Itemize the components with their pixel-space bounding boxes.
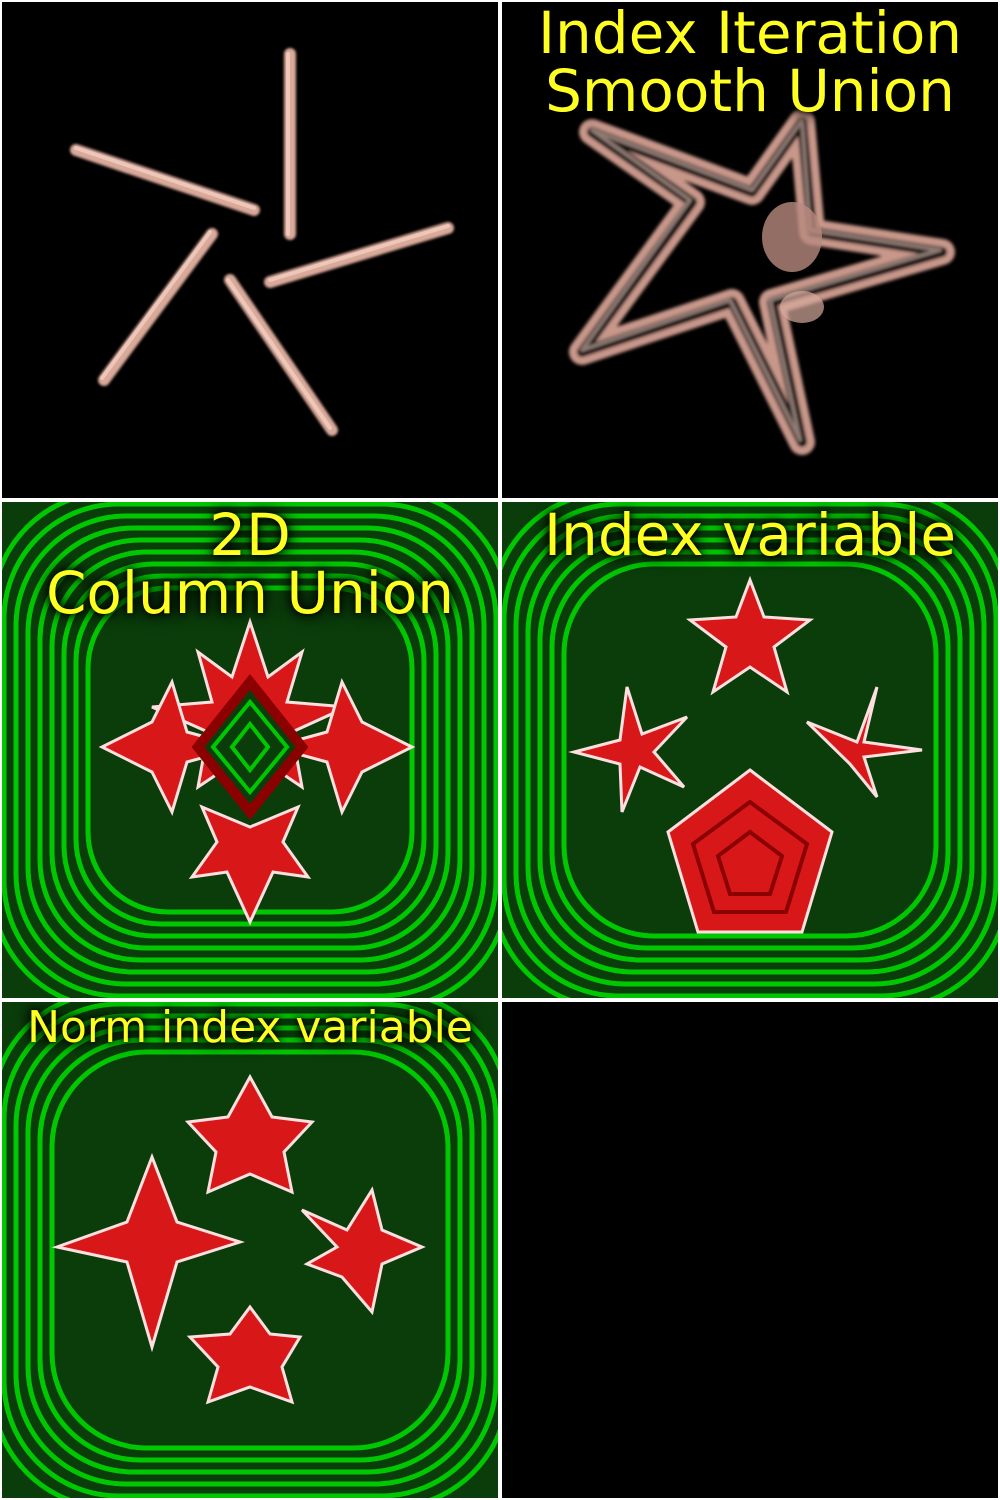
norm-index-variable-title: Norm index variable [2, 1006, 498, 1050]
smooth-union-title: Index Iteration Smooth Union [502, 4, 998, 120]
index-variable-title-line-1: Index variable [543, 502, 957, 569]
star-left [51, 1152, 245, 1353]
capsule-4 [98, 228, 218, 386]
index-variable-render [502, 502, 998, 998]
panel-empty [502, 1002, 998, 1498]
panel-column-union: 2D Column Union [2, 502, 498, 998]
contour-rings [2, 1002, 498, 1498]
column-union-title-line-1: 2D [209, 502, 291, 569]
contour-rings [2, 502, 498, 998]
star-right [300, 1186, 426, 1316]
star-left [568, 686, 689, 813]
column-union-title-line-2: Column Union [45, 559, 455, 627]
smooth-union-render [502, 2, 998, 498]
panel-smooth-union: Index Iteration Smooth Union [502, 2, 998, 498]
contour-rings [502, 502, 998, 998]
column-union-render [2, 502, 498, 998]
star-bottom [186, 1304, 303, 1405]
star-top [685, 575, 815, 696]
capsules-render [2, 2, 498, 498]
smooth-union-title-line-2: Smooth Union [545, 57, 955, 125]
panel-capsules [2, 2, 498, 498]
red-shapes [568, 575, 923, 934]
red-star-cluster [98, 617, 416, 926]
norm-index-variable-title-line-1: Norm index variable [27, 1002, 473, 1053]
star-top [184, 1073, 316, 1195]
column-union-title: 2D Column Union [2, 506, 498, 622]
index-variable-title: Index variable [502, 506, 998, 564]
star-right [805, 686, 923, 798]
red-stars [51, 1073, 426, 1405]
panel-index-variable: Index variable [502, 502, 998, 998]
smooth-union-title-line-1: Index Iteration [537, 2, 963, 67]
panel-norm-index-variable: Norm index variable [2, 1002, 498, 1498]
norm-index-variable-render [2, 1002, 498, 1498]
